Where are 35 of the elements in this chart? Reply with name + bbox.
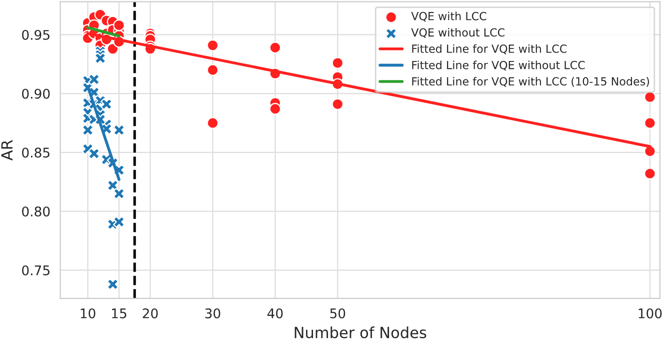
legend-label: Fitted Line for VQE with LCC (10-15 Nodes) [412, 76, 649, 87]
point [644, 117, 656, 129]
x-tick-label: 100 [638, 308, 662, 318]
point [206, 117, 219, 129]
y-tick-label: 0.85 [22, 148, 50, 158]
point [100, 98, 112, 110]
x-axis-title: Number of Nodes [294, 326, 426, 338]
point [332, 57, 344, 69]
legend-label: VQE without LCC [411, 28, 504, 38]
point [269, 102, 282, 115]
point [644, 168, 656, 180]
point [94, 52, 106, 64]
x-tick-label: 20 [142, 308, 158, 318]
y-axis-title: AR [1, 140, 12, 160]
y-tick-label: 0.90 [22, 88, 50, 99]
point [206, 39, 219, 52]
y-tick-label: 0.95 [22, 30, 50, 40]
y-tick-label: 0.75 [22, 265, 50, 276]
x-tick-label: 15 [112, 308, 126, 318]
point [644, 145, 656, 158]
point [332, 98, 344, 110]
legend-label: VQE with LCC [411, 12, 486, 22]
legend-label: Fitted Line for VQE with LCC [412, 44, 567, 54]
point [113, 124, 125, 136]
point [644, 91, 656, 104]
point [269, 42, 282, 54]
x-tick-label: 50 [330, 308, 346, 318]
x-tick-label: 40 [267, 308, 283, 318]
point [206, 64, 219, 76]
point [82, 124, 94, 136]
point [113, 19, 125, 32]
x-tick-label: 30 [205, 308, 220, 318]
y-tick-label: 0.80 [22, 206, 50, 216]
x-tick-label: 10 [80, 308, 96, 318]
legend-label: Fitted Line for VQE without LCC [412, 60, 585, 71]
